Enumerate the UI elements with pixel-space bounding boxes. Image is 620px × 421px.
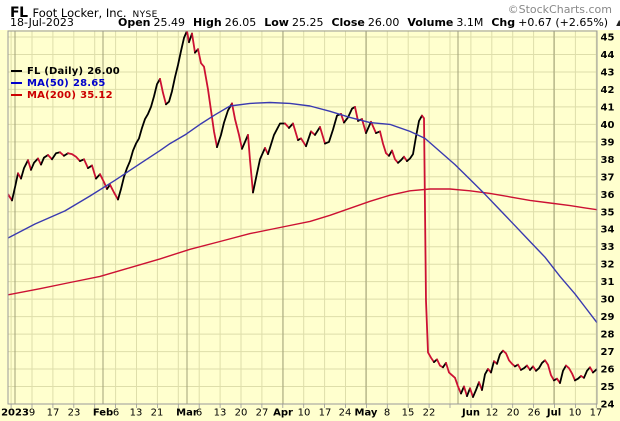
chart-header: FL Foot Locker, Inc. NYSE ©StockCharts.com (10, 2, 612, 21)
legend-swatch-ma200 (11, 94, 22, 96)
svg-text:45: 45 (601, 33, 615, 44)
svg-text:13: 13 (130, 408, 143, 419)
legend-value: 28.65 (72, 77, 106, 89)
svg-text:37: 37 (601, 172, 615, 183)
svg-text:29: 29 (601, 312, 615, 323)
close-label: Close (331, 16, 365, 29)
svg-text:25: 25 (601, 382, 615, 393)
quote-summary-row: 18-Jul-2023 Open 25.49 High 26.05 Low 25.25 Cl… (10, 16, 620, 30)
svg-text:24: 24 (339, 408, 352, 419)
svg-text:34: 34 (601, 225, 615, 236)
svg-text:43: 43 (601, 67, 615, 78)
company-name: Foot Locker, Inc. (32, 6, 127, 20)
legend-label: MA(200) (27, 89, 77, 101)
svg-text:23: 23 (68, 408, 81, 419)
legend-item-price: FL (Daily) 26.00 (11, 65, 120, 77)
svg-text:21: 21 (151, 408, 164, 419)
chart-area: 45 44 43 42 41 40 39 38 37 36 35 34 33 32 31 30 29 28 27 26… (0, 30, 620, 421)
svg-text:2023: 2023 (1, 408, 29, 419)
svg-text:6: 6 (196, 408, 202, 419)
chg-label: Chg (491, 16, 516, 29)
svg-text:17: 17 (47, 408, 60, 419)
svg-text:31: 31 (601, 277, 615, 288)
low-label: Low (264, 16, 289, 29)
svg-text:28: 28 (601, 330, 615, 341)
svg-text:20: 20 (507, 408, 520, 419)
svg-text:May: May (355, 408, 378, 419)
open-label: Open (118, 16, 151, 29)
svg-text:36: 36 (601, 190, 615, 201)
svg-text:22: 22 (423, 408, 436, 419)
svg-text:27: 27 (601, 347, 615, 358)
svg-text:33: 33 (601, 242, 615, 253)
svg-text:26: 26 (528, 408, 541, 419)
svg-text:27: 27 (256, 408, 269, 419)
high-value: 26.05 (224, 16, 257, 29)
svg-text:38: 38 (601, 155, 615, 166)
legend-value: 35.12 (80, 89, 113, 101)
legend-item-ma200: MA(200) 35.12 (11, 89, 120, 101)
exchange-name: NYSE (132, 10, 158, 20)
volume-label: Volume (407, 16, 454, 29)
svg-text:44: 44 (601, 50, 615, 61)
volume-value: 3.1M (456, 16, 484, 29)
svg-text:42: 42 (601, 85, 615, 96)
svg-text:10: 10 (298, 408, 311, 419)
legend-label: FL (Daily) (27, 65, 84, 77)
svg-text:32: 32 (601, 260, 615, 271)
legend-swatch-ma50 (11, 82, 22, 84)
svg-text:26: 26 (601, 365, 615, 376)
svg-text:24: 24 (601, 400, 615, 411)
svg-text:6: 6 (113, 408, 119, 419)
low-value: 25.25 (291, 16, 324, 29)
ohlc-quote: Open 25.49 High 26.05 Low 25.25 Close 26.00 Volu… (118, 16, 620, 29)
svg-text:17: 17 (319, 408, 332, 419)
legend-value: 26.00 (87, 65, 120, 77)
svg-text:17: 17 (590, 408, 603, 419)
svg-text:39: 39 (601, 137, 615, 148)
legend-item-ma50: MA(50) 28.65 (11, 77, 120, 89)
svg-text:41: 41 (601, 102, 615, 113)
stockcharts-copyright: ©StockCharts.com (507, 3, 612, 16)
svg-text:40: 40 (601, 120, 615, 131)
svg-text:35: 35 (601, 207, 615, 218)
svg-text:10: 10 (569, 408, 582, 419)
svg-text:9: 9 (29, 408, 35, 419)
close-value: 26.00 (367, 16, 400, 29)
svg-text:Jun: Jun (461, 408, 480, 419)
svg-text:20: 20 (235, 408, 248, 419)
svg-text:Jul: Jul (546, 408, 561, 419)
open-value: 25.49 (153, 16, 186, 29)
svg-text:8: 8 (384, 408, 390, 419)
svg-text:Mar: Mar (176, 408, 198, 419)
chart-legend: FL (Daily) 26.00 MA(50) 28.65 MA(200) 35… (11, 65, 120, 101)
legend-swatch-price (11, 70, 22, 72)
ticker-symbol: FL (10, 5, 28, 21)
price-chart: 45 44 43 42 41 40 39 38 37 36 35 34 33 32 31 30 29 28 27 26… (0, 30, 620, 421)
chg-value: +0.67 (+2.65%) (518, 16, 609, 29)
svg-text:15: 15 (402, 408, 415, 419)
legend-label: MA(50) (27, 77, 69, 89)
svg-text:Feb: Feb (93, 408, 113, 419)
svg-text:Apr: Apr (273, 408, 293, 419)
high-label: High (193, 16, 222, 29)
up-triangle-icon: ▲ (616, 18, 620, 27)
svg-text:13: 13 (214, 408, 227, 419)
svg-text:12: 12 (486, 408, 499, 419)
svg-text:30: 30 (601, 295, 615, 306)
quote-date: 18-Jul-2023 (10, 16, 74, 29)
